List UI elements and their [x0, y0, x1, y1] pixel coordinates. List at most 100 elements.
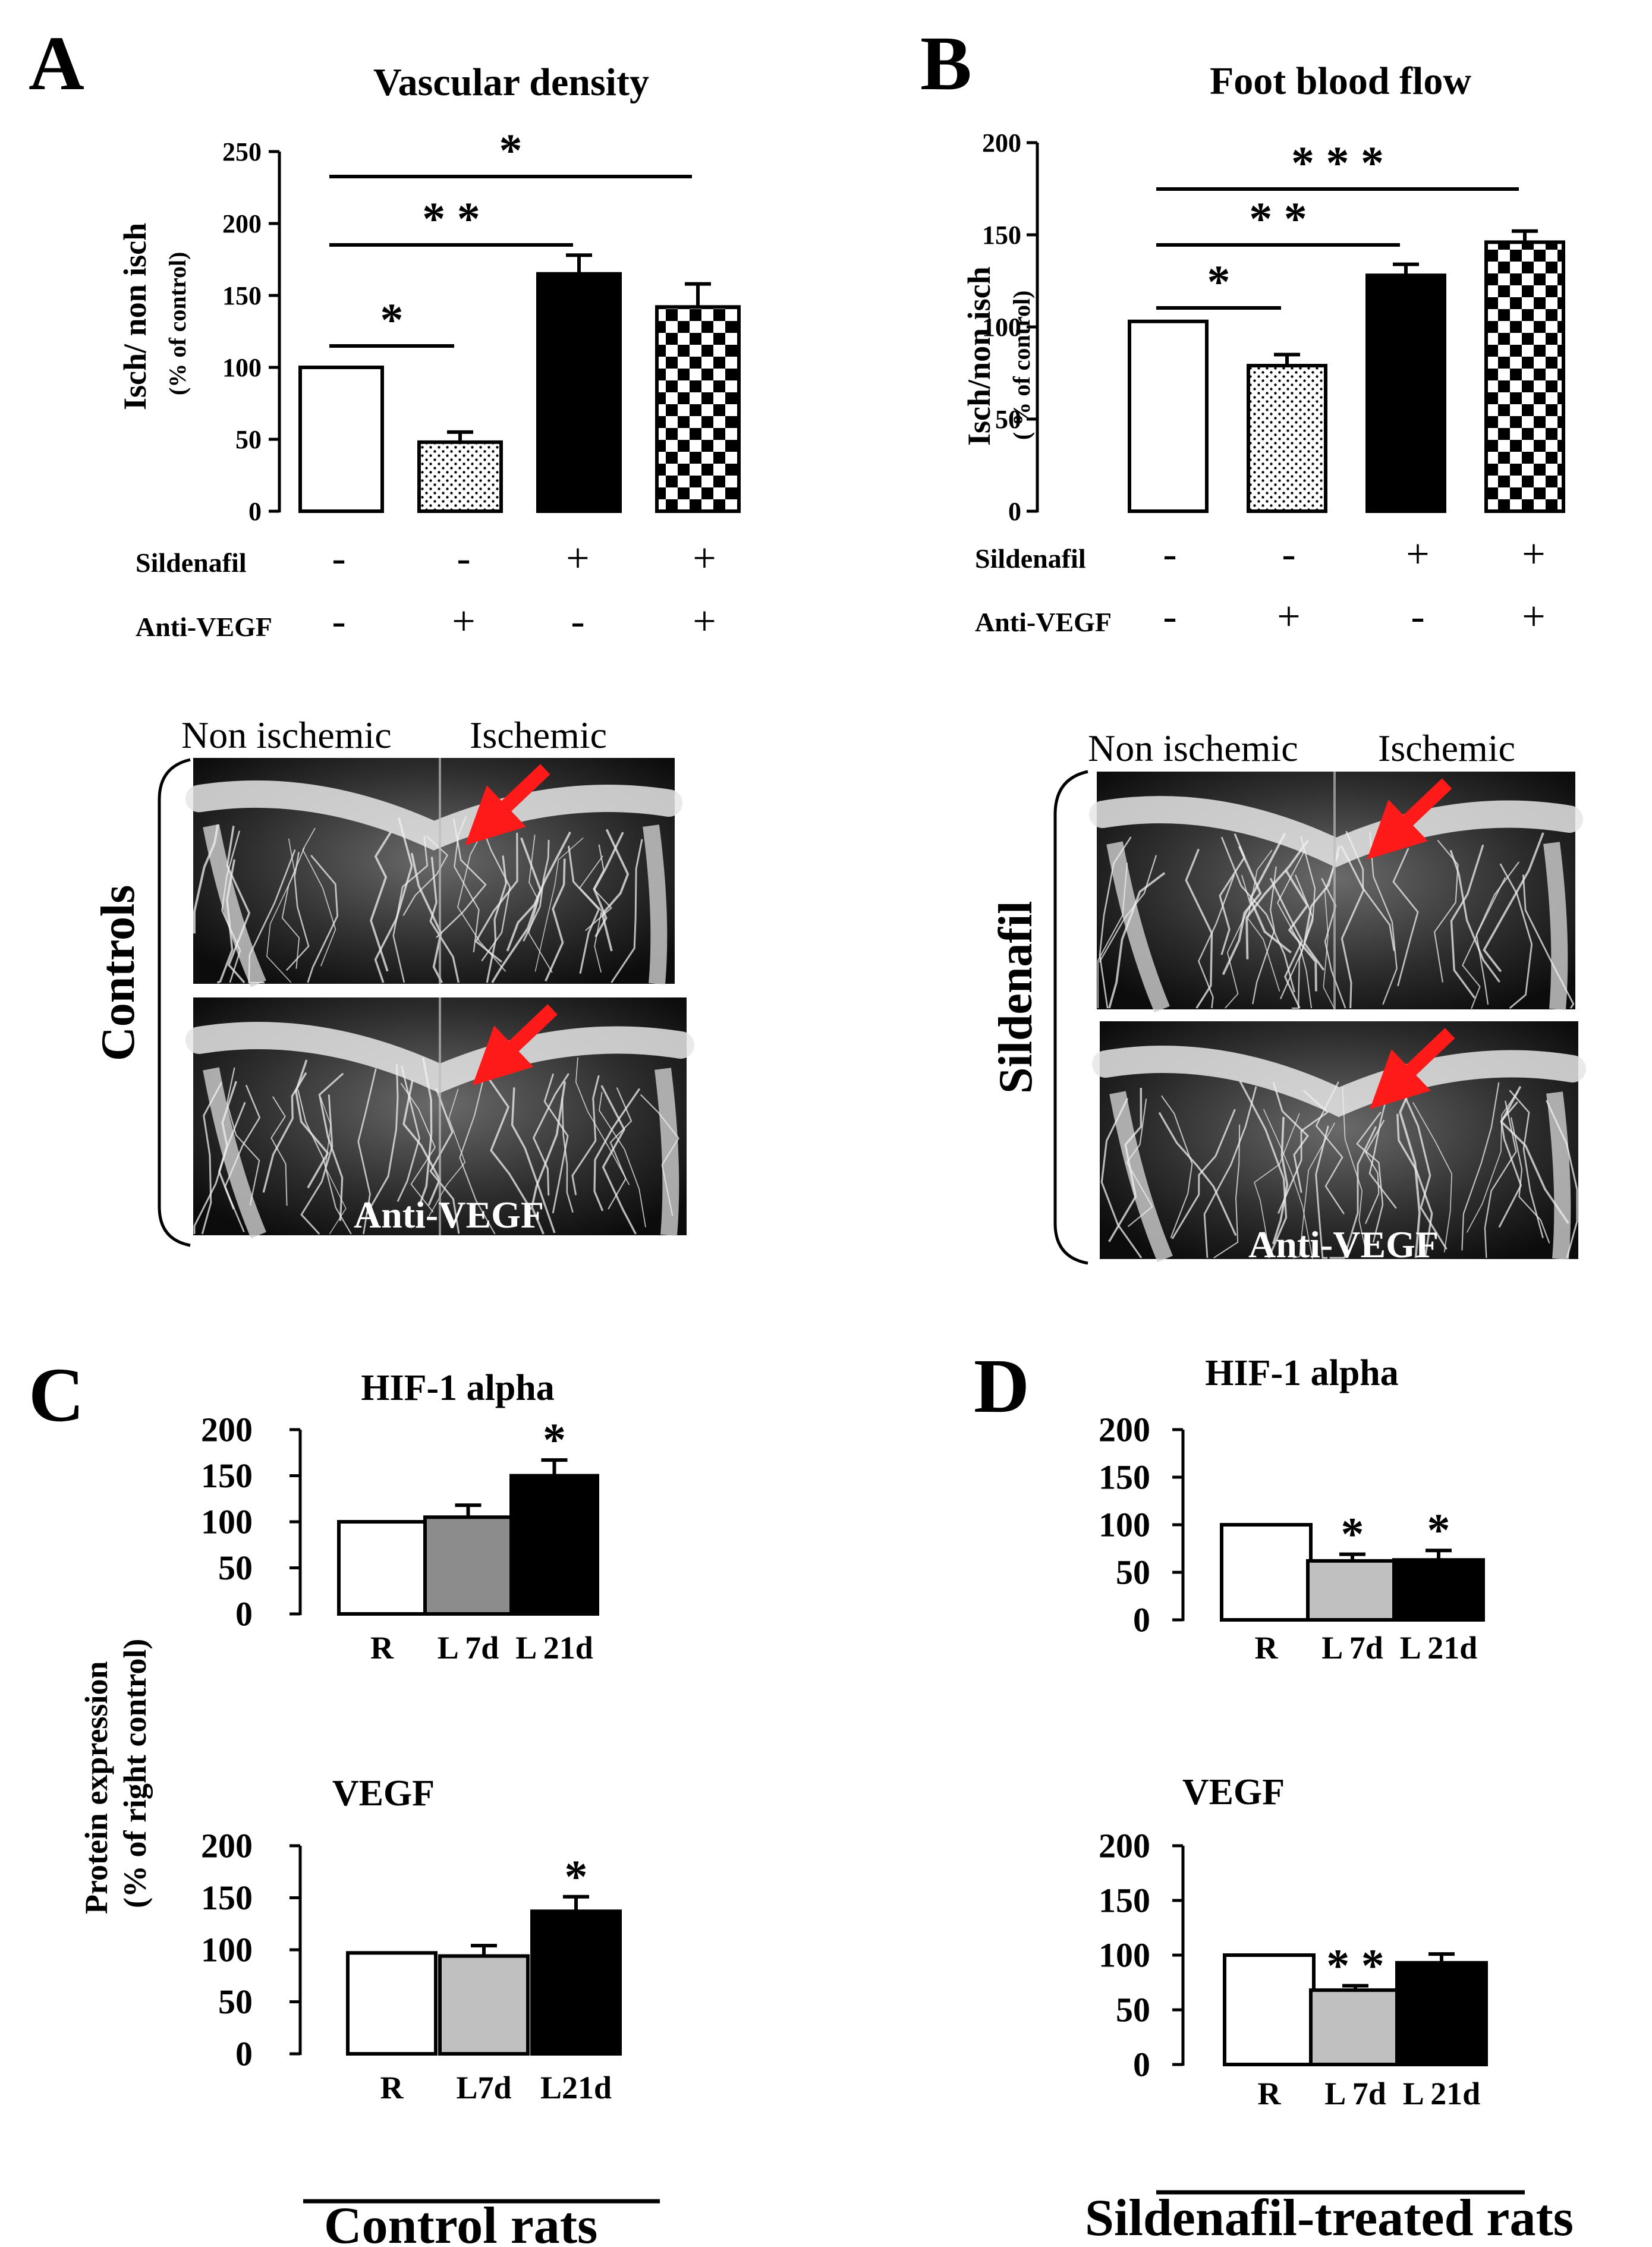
- vessel: [1462, 877, 1506, 1009]
- vessel: [270, 1096, 288, 1206]
- vessel: [1160, 1095, 1193, 1238]
- y-tick-label: 100: [1099, 1506, 1150, 1544]
- anti-vegf-sign: +: [693, 599, 716, 644]
- y-tick-label: 0: [235, 2035, 253, 2073]
- vessel: [1461, 1082, 1500, 1251]
- vessel: [302, 827, 336, 967]
- chart-title: VEGF: [332, 1773, 435, 1814]
- vessel: [1222, 846, 1262, 975]
- angiogram-sildenafil-antivegf: [1092, 1021, 1586, 1263]
- significance-star: *: [499, 124, 523, 176]
- vessel: [454, 816, 480, 953]
- sildenafil-sign: -: [1282, 531, 1295, 577]
- vessel: [1402, 1091, 1448, 1250]
- bar-1: [298, 366, 384, 513]
- category-label: R: [380, 2070, 404, 2106]
- panel-letter-b: B: [920, 21, 972, 106]
- anti-vegf-sign: +: [452, 599, 475, 644]
- vessel: [530, 1081, 567, 1235]
- ischemic-label-b: Ischemic: [1378, 727, 1515, 769]
- vessel: [1108, 872, 1166, 1009]
- y-axis-label: Isch/ non isch: [117, 223, 153, 410]
- y-tick-label: 50: [235, 425, 262, 454]
- chart-title: VEGF: [1182, 1772, 1285, 1812]
- vessel: [262, 1072, 307, 1193]
- treatment-table-b: Sildenafil Anti-VEGF - - + + - + - +: [975, 531, 1546, 640]
- y-tick-label: 50: [1116, 1991, 1150, 2029]
- y-tick-label: 100: [201, 1503, 253, 1541]
- bar-3: [536, 272, 622, 513]
- vessel: [1197, 874, 1235, 1009]
- anti-vegf-sign: -: [332, 599, 345, 644]
- vessel: [1099, 836, 1132, 1009]
- y-tick-label: 100: [222, 353, 262, 382]
- bar-1: [1128, 319, 1209, 513]
- femur-bone: [1089, 796, 1583, 868]
- angiogram-controls: Non ischemic Ischemic Controls Anti-VEGF: [92, 714, 694, 1247]
- y-tick-label: 200: [222, 209, 262, 238]
- vessel: [1100, 1098, 1143, 1258]
- red-arrow-icon: [1367, 778, 1452, 860]
- sildenafil-sign: +: [1522, 531, 1545, 577]
- anti-vegf-sign: +: [1522, 594, 1545, 640]
- y-tick-label: 0: [235, 1595, 253, 1634]
- category-label: R: [1258, 2076, 1282, 2111]
- vessel: [216, 859, 236, 984]
- vessel: [1450, 844, 1484, 999]
- sildenafil-sign: -: [457, 536, 470, 581]
- y-tick-label: 150: [1099, 1458, 1150, 1497]
- y-tick-label: 0: [248, 497, 262, 526]
- category-label: L 21d: [515, 1630, 593, 1666]
- y-tick-label: 0: [1133, 2045, 1150, 2084]
- vessel: [532, 1073, 569, 1196]
- tibia-bone-right: [1543, 842, 1568, 1011]
- bar-1: [346, 1951, 438, 2056]
- non-ischemic-label-a: Non ischemic: [181, 714, 392, 756]
- bar-3: [1395, 1960, 1488, 2066]
- vessel: [1269, 877, 1304, 1009]
- vessel: [459, 1075, 496, 1235]
- vessel: [357, 1068, 377, 1235]
- vessel: [248, 849, 296, 984]
- bar-2: [1306, 1559, 1399, 1622]
- vessel: [474, 832, 518, 963]
- vessel: [1303, 845, 1341, 971]
- vessel: [571, 1075, 600, 1195]
- sildenafil-rats-caption: Sildenafil-treated rats: [1085, 2189, 1574, 2244]
- ischemic-label-a: Ischemic: [470, 714, 607, 756]
- panel-letter-c: C: [29, 1352, 84, 1438]
- y-tick-label: 150: [201, 1456, 253, 1495]
- y-tick-label: 150: [201, 1878, 253, 1917]
- vessel: [600, 1085, 637, 1235]
- vessel: [1449, 849, 1500, 983]
- bar-4: [1484, 240, 1565, 513]
- vessel: [1433, 839, 1459, 983]
- femur-bone: [185, 780, 682, 851]
- vessel: [281, 847, 305, 969]
- chart-title: HIF-1 alpha: [1205, 1353, 1399, 1393]
- vessel: [1369, 832, 1398, 1005]
- vessel: [1213, 1124, 1241, 1258]
- y-tick-label: 200: [982, 128, 1021, 158]
- category-label: L 7d: [438, 1630, 499, 1666]
- vessel: [402, 1080, 441, 1206]
- red-arrow-icon: [472, 1004, 558, 1086]
- bar-2: [1247, 364, 1327, 513]
- vessel: [392, 836, 429, 983]
- vessel: [1272, 1116, 1289, 1245]
- y-axis-label: (% of control): [164, 252, 191, 395]
- bar-3: [530, 1909, 622, 2056]
- vessel: [318, 1072, 344, 1222]
- chart-b: Foot blood flow Isch/non isch ( % of contr…: [961, 59, 1565, 526]
- bar-2: [438, 1954, 530, 2056]
- category-label: R: [370, 1630, 394, 1666]
- y-tick-label: 200: [201, 1411, 253, 1449]
- anti-vegf-sign: -: [571, 599, 584, 644]
- chart-d-hif: HIF-1 alpha 0 50 100 150 200 R L 7d L 21d * *: [1099, 1353, 1485, 1666]
- y-tick-label: 200: [1099, 1411, 1150, 1449]
- vessel: [1356, 1112, 1384, 1243]
- sildenafil-row-label-a: Sildenafil: [136, 547, 247, 578]
- vessel: [1522, 874, 1575, 1009]
- vessel: [266, 838, 295, 983]
